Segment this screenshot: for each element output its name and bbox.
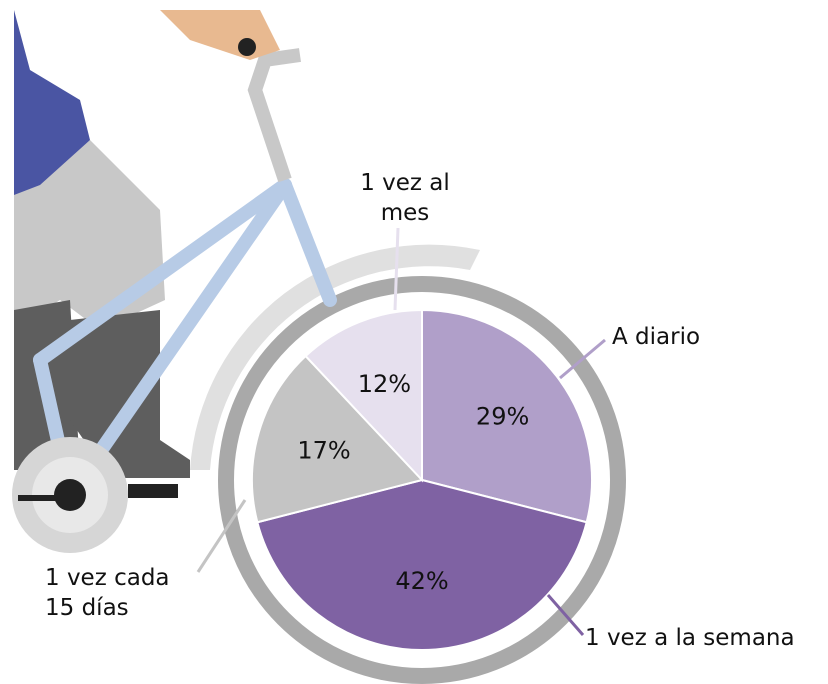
leader-line (546, 594, 585, 636)
leader-line (196, 499, 247, 573)
category-label: A diario (612, 324, 701, 350)
grip (238, 38, 256, 56)
pie-slice (251, 354, 424, 524)
shirt (14, 10, 90, 195)
pie-slice (256, 478, 588, 651)
category-label: 1 vez a la semana (585, 625, 795, 651)
fender (190, 244, 480, 470)
value-label: 29% (476, 402, 529, 430)
axle (54, 479, 86, 511)
pie: 29% 42% 17% 12% (196, 227, 606, 651)
pedal (128, 484, 178, 498)
category-label: 1 vez al mes (360, 170, 450, 226)
pie-slice (304, 308, 423, 483)
leg (14, 140, 165, 330)
tire (218, 276, 626, 684)
value-label: 42% (395, 567, 448, 595)
category-label: 1 vez cada 15 días (45, 565, 170, 621)
value-label: 17% (297, 437, 350, 465)
leader-line (559, 338, 606, 380)
boot (70, 310, 190, 478)
bike-illustration (12, 10, 626, 684)
pie-slice (421, 308, 593, 524)
hand (160, 10, 280, 60)
leader-line (393, 227, 400, 311)
handlebar (247, 48, 301, 183)
value-label: 12% (358, 370, 411, 398)
